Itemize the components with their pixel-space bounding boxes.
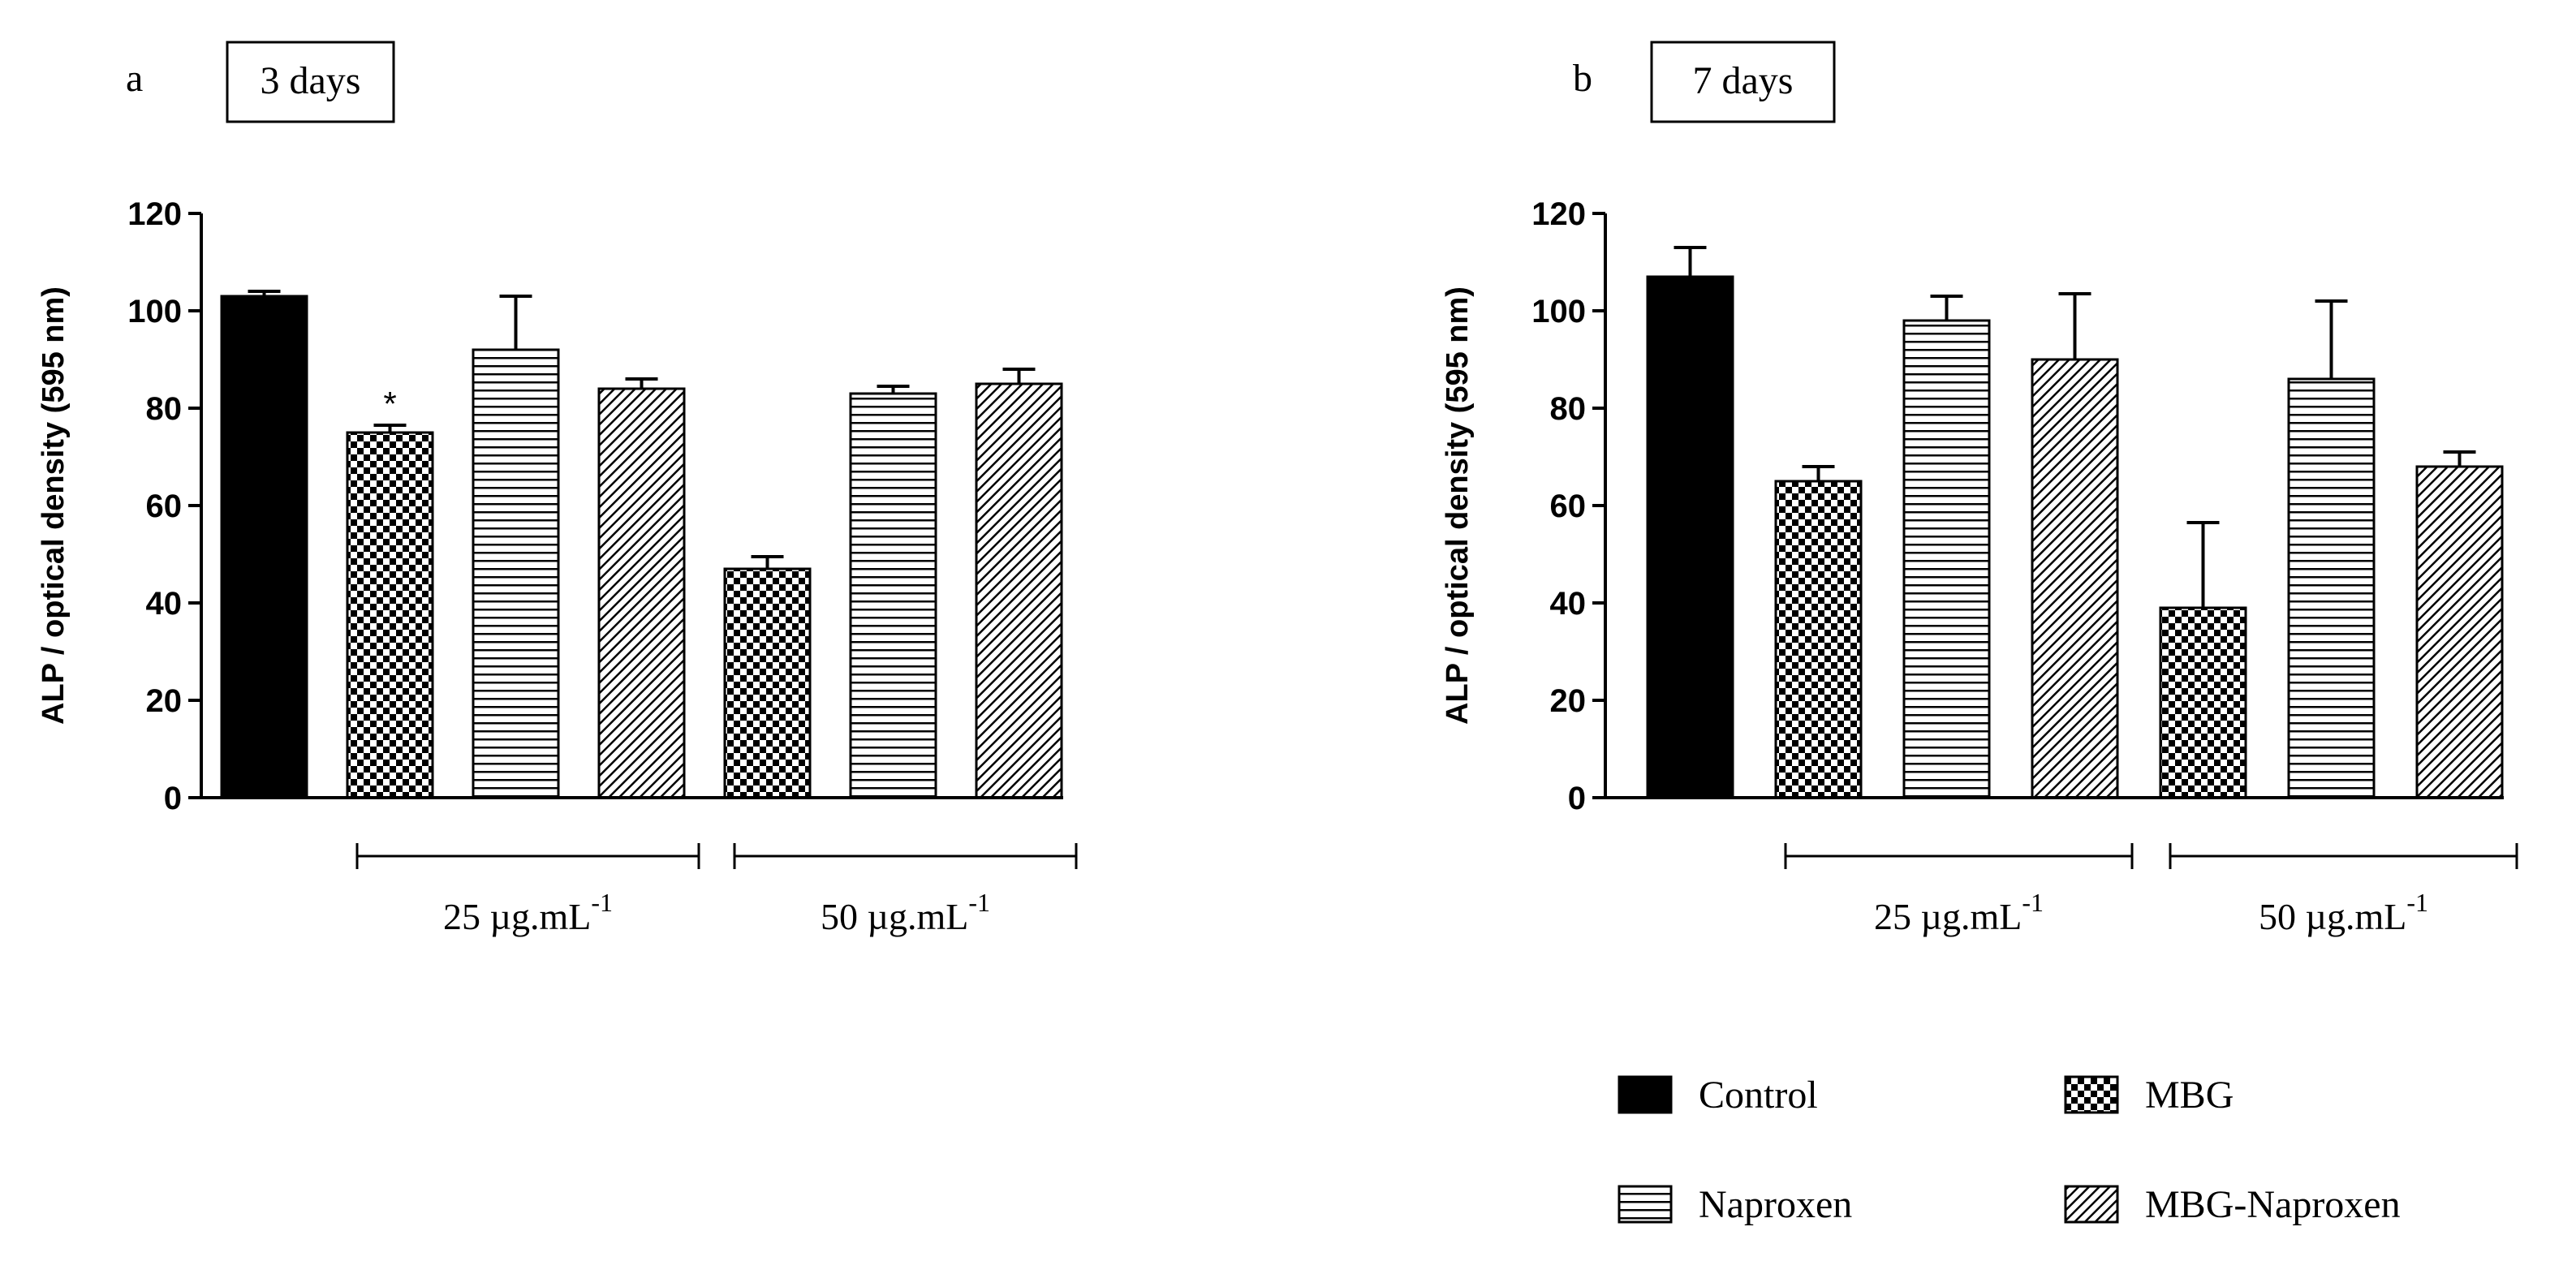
chart-panel-b: b 7 days ALP / optical density (595 nm) 0 20… <box>1441 41 2518 937</box>
y-tick-label: 120 <box>127 196 182 232</box>
y-tick-label: 60 <box>1550 489 1587 524</box>
group-label: 50 µg.mL-1 <box>2259 888 2428 937</box>
legend-item-mbg-naproxen: MBG-Naproxen <box>2064 1183 2401 1226</box>
chart-title: 3 days <box>261 59 361 102</box>
y-tick-label: 0 <box>1568 781 1586 816</box>
y-tick-label: 40 <box>146 586 183 622</box>
y-tick-label: 0 <box>164 781 182 816</box>
bar-mbg <box>2159 606 2247 799</box>
bar-naproxen <box>472 348 560 799</box>
bar-mbg-naproxen <box>2031 358 2119 799</box>
chart-title: 7 days <box>1693 59 1794 102</box>
bar-mbg-naproxen <box>975 382 1063 799</box>
bar-naproxen <box>1902 319 1991 799</box>
legend-swatch <box>2064 1185 2119 1224</box>
group-label: 50 µg.mL-1 <box>821 888 990 937</box>
legend-label: Control <box>1699 1074 1818 1117</box>
y-axis-label: ALP / optical density (595 nm) <box>1441 286 1475 725</box>
bar-control <box>220 295 308 799</box>
legend: Control MBG Naproxen MBG-Naproxen <box>1618 1074 2401 1226</box>
chart-panel-a: a 3 days ALP / optical density (595 nm) 0 20… <box>37 41 1078 937</box>
bar-naproxen <box>2287 377 2376 799</box>
bar-naproxen <box>849 392 937 799</box>
legend-item-naproxen: Naproxen <box>1618 1183 1852 1226</box>
panel-letter: b <box>1573 57 1592 100</box>
legend-item-mbg: MBG <box>2064 1074 2234 1117</box>
legend-swatch <box>1618 1075 1673 1114</box>
bar-control <box>1646 275 1734 799</box>
y-tick-label: 80 <box>146 391 183 427</box>
legend-label: MBG-Naproxen <box>2145 1183 2401 1226</box>
bar-mbg-naproxen <box>2415 465 2504 799</box>
y-tick-label: 20 <box>1550 683 1587 719</box>
y-tick-label: 80 <box>1550 391 1587 427</box>
bar-mbg <box>1774 480 1863 799</box>
panel-letter: a <box>126 57 143 100</box>
y-tick-label: 40 <box>1550 586 1587 622</box>
legend-swatch <box>1618 1185 1673 1224</box>
y-tick-label: 60 <box>146 489 183 524</box>
bar-mbg <box>346 431 434 799</box>
legend-item-control: Control <box>1618 1074 1818 1117</box>
title-box <box>1650 41 1836 123</box>
legend-label: MBG <box>2145 1074 2234 1117</box>
group-label: 25 µg.mL-1 <box>443 888 613 937</box>
legend-swatch <box>2064 1075 2119 1114</box>
y-axis-label: ALP / optical density (595 nm) <box>37 286 71 725</box>
group-label: 25 µg.mL-1 <box>1874 888 2044 937</box>
bar-mbg <box>723 567 812 799</box>
significance-mark: * <box>383 385 396 423</box>
chart-panels: a 3 days ALP / optical density (595 nm) 0 20… <box>37 41 2518 937</box>
y-tick-label: 20 <box>146 683 183 719</box>
y-tick-label: 100 <box>1531 294 1586 329</box>
y-tick-label: 120 <box>1531 196 1586 232</box>
legend-label: Naproxen <box>1699 1183 1852 1226</box>
y-tick-label: 100 <box>127 294 182 329</box>
title-box <box>226 41 395 123</box>
bar-mbg-naproxen <box>597 387 686 799</box>
